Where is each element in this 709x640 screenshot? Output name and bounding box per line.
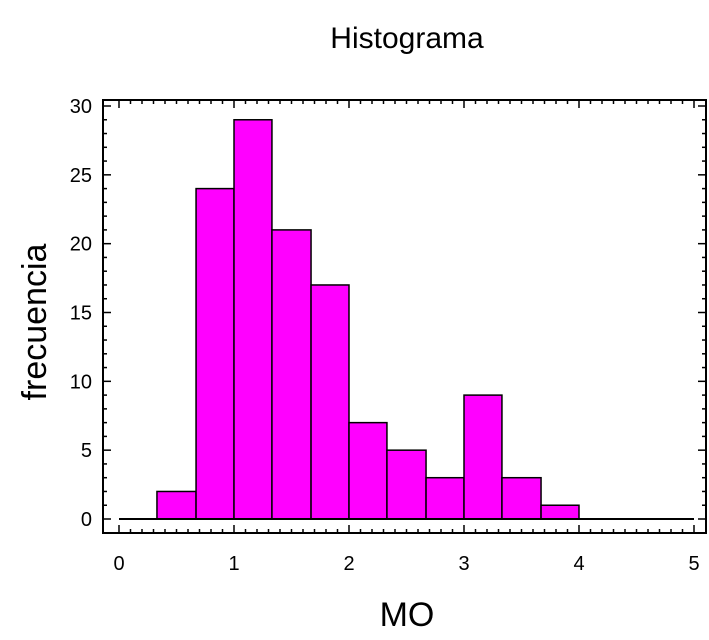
y-tick-label-0: 0 [81, 509, 92, 531]
x-tick-label-0: 0 [113, 553, 124, 575]
histogram-bar-6 [348, 421, 388, 520]
x-axis-label: MO [380, 596, 435, 634]
histogram-bar-10 [501, 476, 542, 520]
x-tick-label-4: 4 [573, 553, 584, 575]
y-axis-label: frecuencia [16, 243, 54, 400]
x-tick-label-3: 3 [458, 553, 469, 575]
y-tick-label-15: 15 [70, 303, 92, 325]
plot-area: 0 5 10 15 20 25 30 0 1 2 3 4 5 [70, 96, 707, 575]
y-tick-label-10: 10 [70, 371, 92, 393]
histogram-bar-3 [233, 119, 273, 520]
y-tick-label-30: 30 [70, 96, 92, 118]
histogram-bar-7 [386, 449, 427, 520]
histogram-bar-11 [540, 504, 580, 520]
histogram-bar-1 [156, 490, 197, 520]
x-tick-label-1: 1 [228, 553, 239, 575]
y-tick-label-25: 25 [70, 165, 92, 187]
x-tick-label-2: 2 [343, 553, 354, 575]
histogram-bar-5 [310, 284, 350, 520]
histogram-bar-8 [425, 476, 465, 520]
chart-title: Histograma [330, 22, 484, 55]
histogram-bar-2 [195, 187, 235, 520]
histogram-bar-9 [463, 394, 503, 520]
x-tick-label-5: 5 [688, 553, 699, 575]
y-tick-label-5: 5 [81, 440, 92, 462]
histogram-bar-4 [271, 229, 312, 520]
y-tick-label-20: 20 [70, 234, 92, 256]
